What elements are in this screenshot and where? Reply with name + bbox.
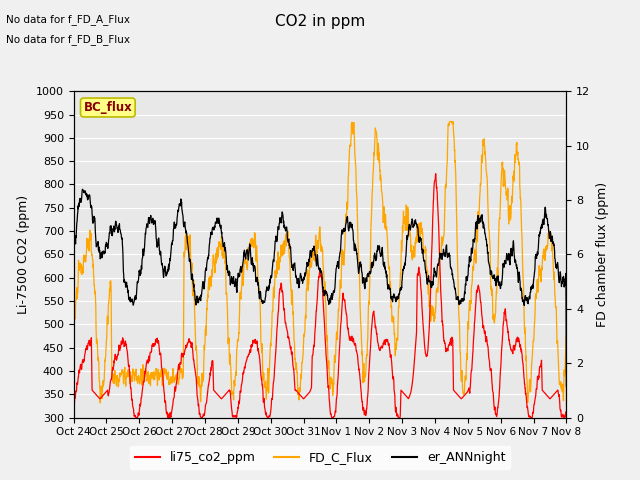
Text: No data for f_FD_B_Flux: No data for f_FD_B_Flux [6,34,131,45]
Text: BC_flux: BC_flux [83,101,132,114]
Text: No data for f_FD_A_Flux: No data for f_FD_A_Flux [6,14,131,25]
Text: CO2 in ppm: CO2 in ppm [275,14,365,29]
Y-axis label: FD chamber flux (ppm): FD chamber flux (ppm) [596,182,609,327]
Legend: li75_co2_ppm, FD_C_Flux, er_ANNnight: li75_co2_ppm, FD_C_Flux, er_ANNnight [130,446,510,469]
Y-axis label: Li-7500 CO2 (ppm): Li-7500 CO2 (ppm) [17,195,30,314]
